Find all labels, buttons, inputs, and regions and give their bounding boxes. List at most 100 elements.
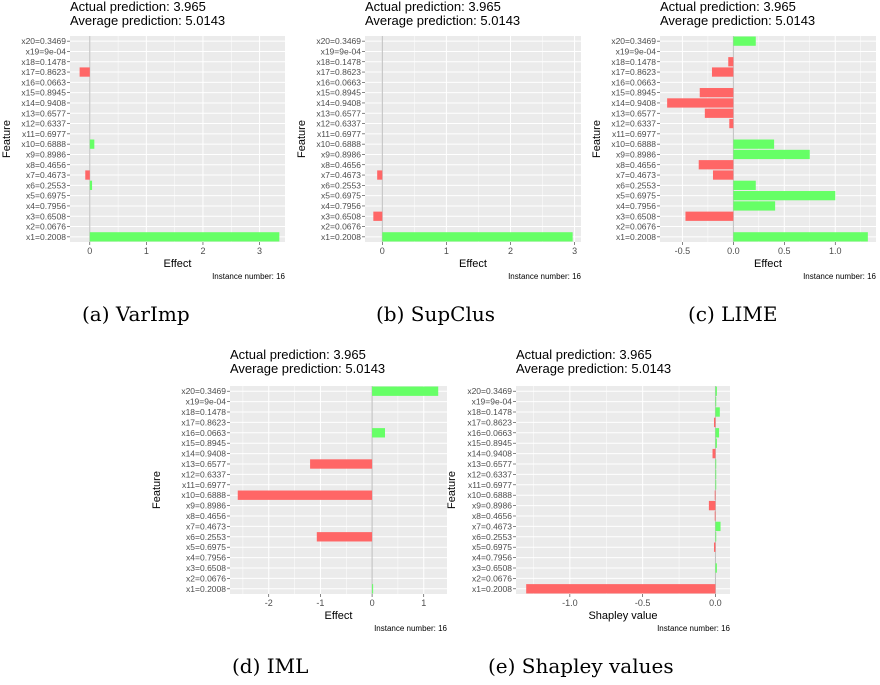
feature-label: x7=0.4673 [321, 170, 361, 180]
feature-label: x20=0.3469 [316, 36, 361, 46]
panel-supclus: Actual prediction: 3.965 Average predicti… [295, 0, 585, 290]
feature-label: x6=0.2553 [321, 180, 361, 190]
x-tick-label: 0 [87, 246, 92, 256]
feature-label: x3=0.6508 [472, 563, 512, 573]
feature-label: x16=0.0663 [181, 428, 226, 438]
feature-label: x10=0.6888 [611, 139, 656, 149]
feature-label: x2=0.0676 [321, 222, 361, 232]
x-axis-title: Shapley value [588, 610, 657, 622]
chart-title-line: Average prediction: 5.0143 [230, 361, 385, 376]
feature-label: x4=0.7956 [321, 201, 361, 211]
y-axis-title: Feature [151, 471, 163, 509]
bar-x7 [85, 170, 90, 180]
x-tick-label: -0.5 [635, 598, 651, 608]
caption-varimp: (a) VarImp [82, 302, 190, 326]
feature-label: x8=0.4656 [26, 160, 66, 170]
feature-label: x19=9e-04 [616, 46, 657, 56]
feature-label: x15=0.8945 [611, 88, 656, 98]
feature-label: x20=0.3469 [181, 386, 226, 396]
x-tick-label: 1 [421, 598, 426, 608]
plot-panel [516, 386, 730, 594]
feature-label: x8=0.4656 [616, 160, 656, 170]
feature-label: x11=0.6977 [612, 129, 656, 139]
bar-x20 [715, 386, 717, 396]
feature-label: x19=9e-04 [321, 46, 362, 56]
feature-label: x5=0.6975 [321, 191, 361, 201]
x-tick-label: 0.5 [778, 246, 791, 256]
feature-label: x18=0.1478 [611, 57, 656, 67]
x-axis-title: Effect [459, 258, 487, 270]
feature-label: x15=0.8945 [181, 438, 226, 448]
feature-label: x18=0.1478 [181, 407, 226, 417]
feature-label: x10=0.6888 [316, 139, 361, 149]
x-axis-title: Effect [325, 610, 353, 622]
feature-label: x3=0.6508 [321, 211, 361, 221]
feature-label: x16=0.0663 [316, 77, 361, 87]
bar-x10 [733, 139, 775, 149]
feature-label: x7=0.4673 [186, 521, 226, 531]
x-axis-title: Effect [754, 258, 782, 270]
x-tick-label: 2 [508, 246, 513, 256]
feature-label: x8=0.4656 [321, 160, 361, 170]
bar-x15 [715, 438, 717, 448]
chart-title-line: Average prediction: 5.0143 [516, 361, 671, 376]
feature-label: x14=0.9408 [611, 98, 656, 108]
feature-label: x17=0.8623 [611, 67, 656, 77]
instance-note: Instance number: 16 [657, 624, 730, 633]
chart-title-line: Actual prediction: 3.965 [365, 0, 501, 14]
x-tick-label: -1.0 [562, 598, 578, 608]
feature-label: x18=0.1478 [21, 57, 66, 67]
bar-x1 [526, 584, 716, 594]
feature-label: x16=0.0663 [467, 428, 512, 438]
bar-x13 [715, 459, 717, 469]
bar-x20 [372, 386, 439, 396]
feature-label: x7=0.4673 [616, 170, 656, 180]
feature-label: x1=0.2008 [472, 584, 512, 594]
feature-label: x20=0.3469 [21, 36, 66, 46]
x-tick-label: 1 [144, 246, 149, 256]
feature-label: x2=0.0676 [472, 573, 512, 583]
feature-label: x7=0.4673 [472, 521, 512, 531]
feature-label: x5=0.6975 [472, 542, 512, 552]
bar-x1 [733, 232, 868, 242]
bar-x1 [372, 584, 374, 594]
feature-label: x12=0.6337 [316, 119, 361, 129]
bar-x3 [373, 211, 383, 221]
instance-note: Instance number: 16 [803, 272, 876, 281]
instance-note: Instance number: 16 [212, 272, 285, 281]
bar-x11 [715, 480, 717, 490]
bar-x20 [733, 36, 756, 46]
bar-x1 [382, 232, 573, 242]
feature-label: x5=0.6975 [616, 191, 656, 201]
x-tick-label: 0.0 [709, 598, 722, 608]
feature-label: x1=0.2008 [616, 232, 656, 242]
feature-label: x17=0.8623 [467, 417, 512, 427]
chart-title-line: Average prediction: 5.0143 [660, 13, 815, 28]
y-axis-title: Feature [446, 471, 458, 509]
chart-title-line: Actual prediction: 3.965 [660, 0, 796, 14]
bar-x12 [729, 118, 734, 129]
feature-label: x18=0.1478 [467, 407, 512, 417]
caption-iml: (d) IML [232, 654, 309, 678]
caption-shapley: (e) Shapley values [488, 654, 674, 678]
feature-label: x13=0.6577 [21, 108, 66, 118]
feature-label: x9=0.8986 [321, 149, 361, 159]
feature-label: x2=0.0676 [186, 573, 226, 583]
feature-label: x15=0.8945 [316, 88, 361, 98]
chart-title-line: Average prediction: 5.0143 [70, 13, 225, 28]
bar-x6 [89, 180, 93, 190]
feature-label: x1=0.2008 [186, 584, 226, 594]
feature-label: x10=0.6888 [181, 490, 226, 500]
feature-label: x4=0.7956 [472, 553, 512, 563]
instance-note: Instance number: 16 [374, 624, 447, 633]
chart-title-line: Actual prediction: 3.965 [516, 347, 652, 362]
feature-label: x1=0.2008 [26, 232, 66, 242]
bar-x17 [713, 417, 716, 428]
x-tick-label: 3 [257, 246, 262, 256]
feature-label: x16=0.0663 [611, 77, 656, 87]
feature-label: x9=0.8986 [186, 501, 226, 511]
bar-x4 [733, 201, 776, 211]
feature-label: x14=0.9408 [316, 98, 361, 108]
bar-x12 [715, 469, 717, 480]
feature-label: x4=0.7956 [26, 201, 66, 211]
